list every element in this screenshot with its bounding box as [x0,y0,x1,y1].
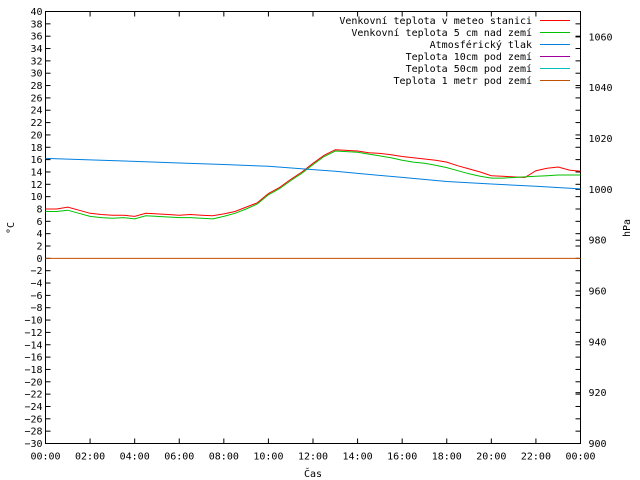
x-axis-title: Čas [304,467,322,480]
legend-label: Teplota 10cm pod zemí [406,51,532,63]
x-tick-label: 06:00 [164,452,194,463]
y-left-tick-label: 24 [30,106,42,117]
x-tick-label: 08:00 [209,452,239,463]
y-left-tick-label: −26 [24,414,42,425]
y-right-tick-label: 1000 [589,185,613,196]
y-left-tick-label: 12 [30,180,42,191]
y-left-tick-label: −10 [24,316,42,327]
y-left-tick-label: −22 [24,390,42,401]
y-right-tick-label: 960 [589,287,607,298]
y-left-tick-label: −8 [30,303,42,314]
y-left-tick-label: −4 [30,279,42,290]
y-left-tick-label: 2 [36,242,42,253]
y-left-tick-label: 40 [30,7,42,18]
series-line-0 [45,149,581,217]
y-left-tick-label: 6 [36,217,42,228]
legend-label: Atmosférický tlak [430,39,532,51]
y-left-tick-label: −20 [24,377,42,388]
y-left-axis: 4038363432302826242220181614121086420−2−… [24,7,581,450]
y-left-tick-label: 4 [36,229,42,240]
y-left-tick-label: 30 [30,69,42,80]
y-left-tick-label: 32 [30,56,42,67]
x-axis: 00:00 02:00 04:00 06:00 08:00 10:00 12:00 14:00… [30,11,596,463]
y-left-tick-label: 34 [30,44,42,55]
x-tick-label: 00:00 [565,452,595,463]
y-left-axis-title: °C [6,222,17,234]
y-right-tick-label: 1040 [589,83,613,94]
y-left-tick-label: −12 [24,328,42,339]
y-left-tick-label: −28 [24,427,42,438]
legend-label: Teplota 1 metr pod zemí [394,75,532,87]
x-tick-label: 00:00 [30,452,60,463]
x-tick-label: 12:00 [298,452,328,463]
y-right-tick-label: 920 [589,388,607,399]
y-right-tick-label: 1020 [589,134,613,145]
y-left-tick-label: −2 [30,266,42,277]
y-left-tick-label: 0 [36,254,42,265]
y-left-tick-label: 28 [30,81,42,92]
y-left-tick-label: 20 [30,130,42,141]
y-right-tick-label: 980 [589,236,607,247]
y-left-tick-label: −14 [24,340,42,351]
x-tick-label: 14:00 [343,452,373,463]
series-line-1 [45,150,581,220]
x-tick-label: 04:00 [120,452,150,463]
series-line-2 [45,157,581,190]
y-left-tick-label: −30 [24,439,42,450]
y-left-tick-label: 8 [36,204,42,215]
y-right-axis-title: hPa [622,219,633,237]
y-left-tick-label: −18 [24,365,42,376]
y-left-tick-label: 36 [30,32,42,43]
y-left-tick-label: −16 [24,353,42,364]
x-tick-label: 02:00 [75,452,105,463]
y-right-axis: 1060 1040 1020 1000 980 960 940 920 900 [575,32,613,450]
y-left-tick-label: −24 [24,402,42,413]
y-right-tick-label: 1060 [589,32,613,43]
y-left-tick-label: 38 [30,19,42,30]
x-tick-label: 20:00 [476,452,506,463]
x-tick-label: 16:00 [387,452,417,463]
x-tick-label: 10:00 [253,452,283,463]
y-right-tick-label: 940 [589,337,607,348]
y-left-tick-label: −6 [30,291,42,302]
legend-label: Venkovní teplota v meteo stanici [339,15,532,27]
legend: Venkovní teplota v meteo staniciVenkovní… [339,15,570,87]
y-left-tick-label: 22 [30,118,42,129]
y-right-tick-label: 900 [589,439,607,450]
x-tick-label: 18:00 [432,452,462,463]
y-left-tick-label: 16 [30,155,42,166]
x-tick-label: 22:00 [521,452,551,463]
legend-label: Venkovní teplota 5 cm nad zemí [351,27,532,39]
y-left-tick-label: 10 [30,192,42,203]
y-left-tick-label: 14 [30,167,42,178]
series-layer [45,149,581,259]
y-left-tick-label: 26 [30,93,42,104]
y-left-tick-label: 18 [30,143,42,154]
legend-label: Teplota 50cm pod zemí [406,63,532,75]
